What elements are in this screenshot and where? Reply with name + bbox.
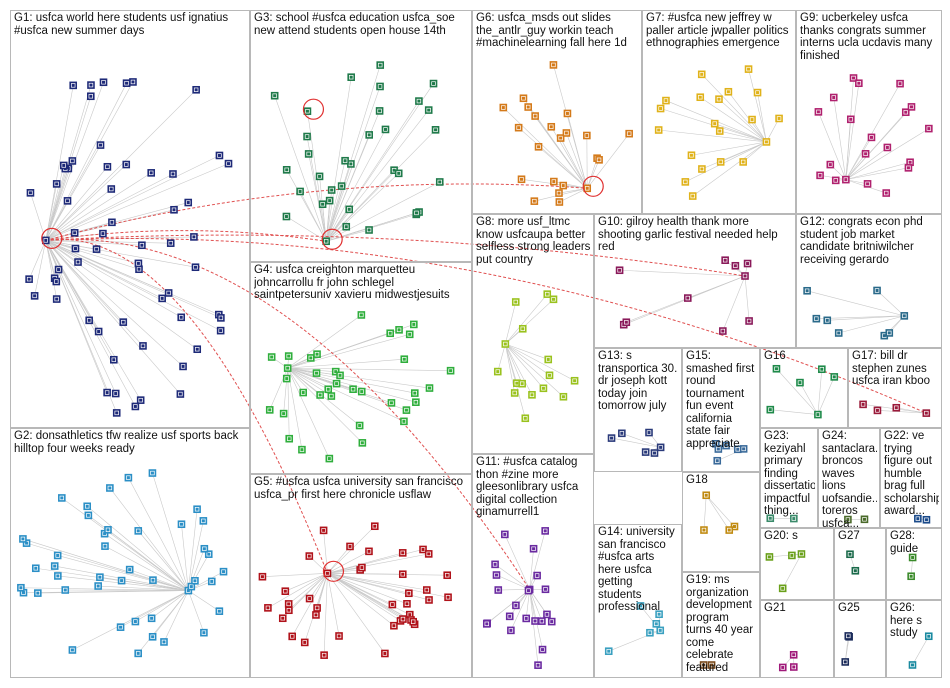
- group-label-g10: G10: gilroy health thank more shooting g…: [598, 216, 781, 253]
- group-box-g10: G10: gilroy health thank more shooting g…: [594, 214, 796, 348]
- group-label-g7: G7: #usfca new jeffrey w paller article …: [646, 12, 792, 49]
- group-label-g26: G26: here s study: [890, 602, 926, 639]
- group-label-g2: G2: donsathletics tfw realize usf sports…: [14, 430, 242, 455]
- group-label-g22: G22: ve trying figure out humble brag fu…: [884, 430, 939, 517]
- group-label-g9: G9: ucberkeley usfca thanks congrats sum…: [800, 12, 936, 62]
- group-box-g24: G24: santaclara... broncos waves lions u…: [818, 428, 880, 530]
- group-box-g20: G20: s: [760, 528, 834, 600]
- group-label-g27: G27: [838, 530, 860, 542]
- group-label-g5: G5: #usfca usfca university san francisc…: [254, 476, 467, 501]
- group-box-g12: G12: congrats econ phd student job marke…: [796, 214, 942, 348]
- group-label-g15: G15: smashed first round tournament fun …: [686, 350, 755, 450]
- group-label-g11: G11: #usfca catalog thon #zine more glee…: [476, 456, 582, 518]
- group-box-g21: G21: [760, 600, 834, 678]
- group-label-g24: G24: santaclara... broncos waves lions u…: [822, 430, 877, 530]
- group-label-g17: G17: bill dr stephen zunes usfca iran kb…: [852, 350, 931, 387]
- group-label-g1: G1: usfca world here students usf ignati…: [14, 12, 232, 37]
- group-box-g5: G5: #usfca usfca university san francisc…: [250, 474, 472, 678]
- group-box-g18: G18: [682, 472, 760, 572]
- group-box-g16: G16: [760, 348, 848, 428]
- group-box-g11: G11: #usfca catalog thon #zine more glee…: [472, 454, 594, 678]
- group-label-g19: G19: ms organization development program…: [686, 574, 757, 674]
- group-label-g14: G14: university san francisco #usfca art…: [598, 526, 678, 613]
- group-box-g17: G17: bill dr stephen zunes usfca iran kb…: [848, 348, 942, 428]
- group-box-g3: G3: school #usfca education usfca_soe ne…: [250, 10, 472, 262]
- group-label-g21: G21: [764, 602, 786, 614]
- group-label-g13: G13: s transportica 30. dr joseph kott t…: [598, 350, 678, 412]
- group-label-g6: G6: usfca_msds out slides the_antlr_guy …: [476, 12, 627, 49]
- group-label-g28: G28: guide: [890, 530, 919, 555]
- group-label-g20: G20: s: [764, 530, 798, 542]
- group-box-g22: G22: ve trying figure out humble brag fu…: [880, 428, 942, 528]
- group-box-g4: G4: usfca creighton marquetteu johncarro…: [250, 262, 472, 474]
- group-box-g13: G13: s transportica 30. dr joseph kott t…: [594, 348, 682, 472]
- group-box-g1: G1: usfca world here students usf ignati…: [10, 10, 250, 428]
- group-box-g25: G25: [834, 600, 886, 678]
- group-box-g7: G7: #usfca new jeffrey w paller article …: [642, 10, 796, 214]
- group-label-g12: G12: congrats econ phd student job marke…: [800, 216, 926, 266]
- group-label-g16: G16: [764, 350, 786, 362]
- group-box-g28: G28: guide: [886, 528, 942, 600]
- group-box-g9: G9: ucberkeley usfca thanks congrats sum…: [796, 10, 942, 214]
- group-label-g25: G25: [838, 602, 860, 614]
- group-label-g4: G4: usfca creighton marquetteu johncarro…: [254, 264, 450, 301]
- group-label-g3: G3: school #usfca education usfca_soe ne…: [254, 12, 458, 37]
- group-box-g26: G26: here s study: [886, 600, 942, 678]
- group-box-g2: G2: donsathletics tfw realize usf sports…: [10, 428, 250, 678]
- group-box-g27: G27: [834, 528, 886, 600]
- group-box-g14: G14: university san francisco #usfca art…: [594, 524, 682, 678]
- group-box-g19: G19: ms organization development program…: [682, 572, 760, 678]
- group-box-g6: G6: usfca_msds out slides the_antlr_guy …: [472, 10, 642, 214]
- group-label-g18: G18: [686, 474, 708, 486]
- group-box-g8: G8: more usf_ltmc know usfcaupa better s…: [472, 214, 594, 454]
- group-box-g23: G23: keziyahl primary finding dissertati…: [760, 428, 818, 528]
- group-box-g15: G15: smashed first round tournament fun …: [682, 348, 760, 472]
- group-label-g8: G8: more usf_ltmc know usfcaupa better s…: [476, 216, 591, 266]
- group-label-g23: G23: keziyahl primary finding dissertati…: [764, 430, 815, 517]
